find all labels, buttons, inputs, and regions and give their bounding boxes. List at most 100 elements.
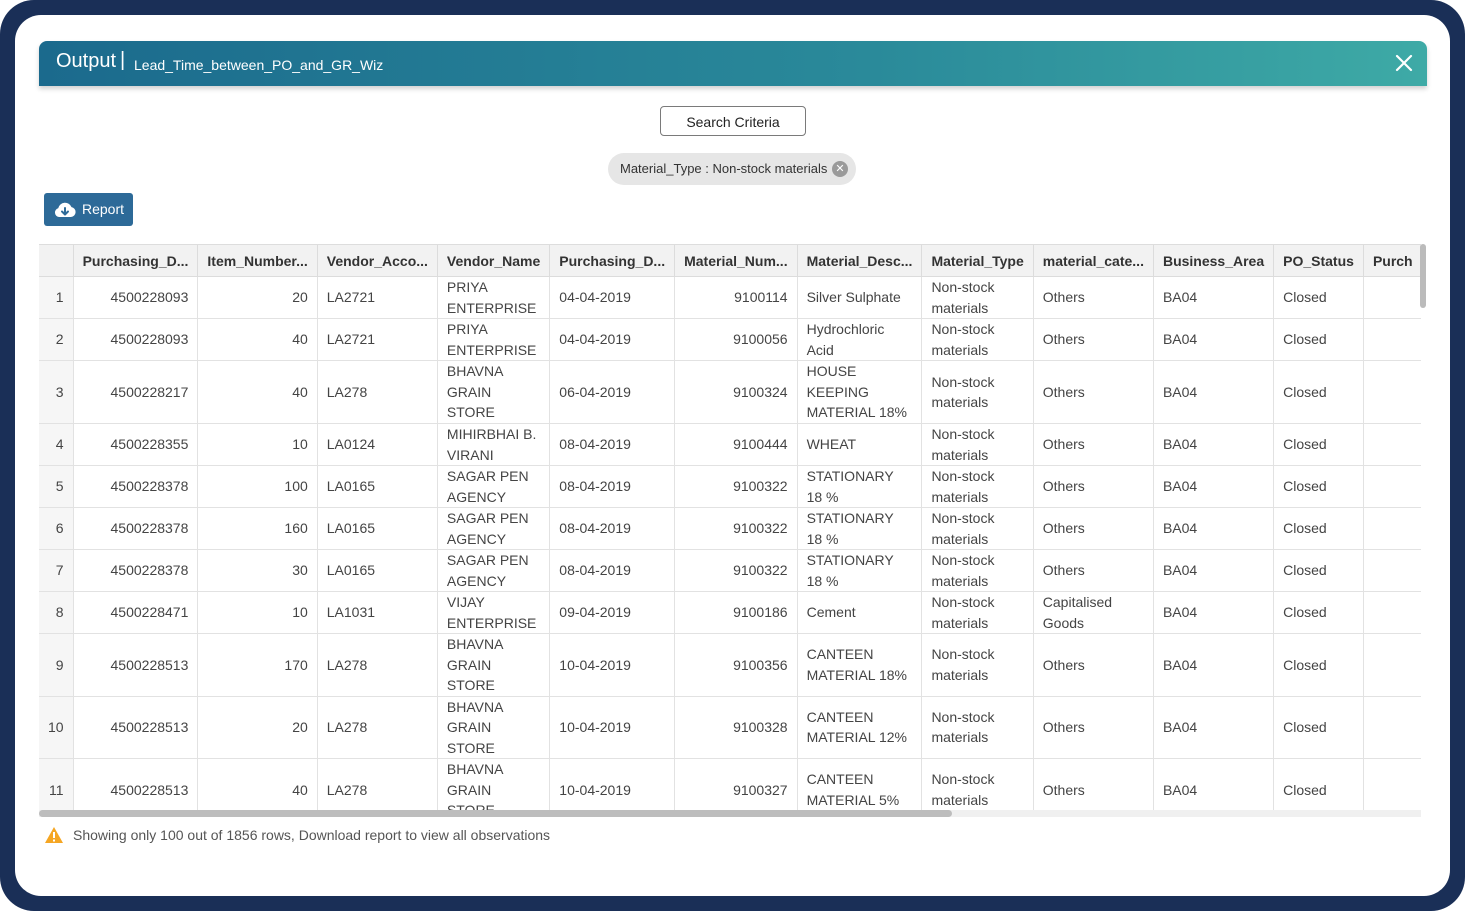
table-cell: Others [1033,465,1154,508]
results-table: Purchasing_D... Item_Number... Vendor_Acco… [39,245,1421,811]
table-row[interactable]: 3 4500228217 40 LA278 BHAVNA GRAIN STORE 06-0… [39,360,1421,424]
table-cell: Non-stock materials [921,758,1034,811]
table-cell: 10-04-2019 [549,633,676,697]
table-cell: 9100114 [674,276,798,319]
table-cell: LA0165 [317,465,438,508]
close-icon[interactable] [1391,49,1417,77]
column-header[interactable]: Purchasing_D... [73,245,199,277]
table-cell: Closed [1273,465,1364,508]
table-cell: 9100056 [674,318,798,361]
table-cell: BA04 [1153,549,1275,592]
table-row[interactable]: 11 4500228513 40 LA278 BHAVNA GRAIN STORE 10-… [39,758,1421,811]
row-index-cell: 2 [39,318,74,361]
table-cell: Non-stock materials [921,507,1034,550]
table-cell: Closed [1273,633,1364,697]
table-row[interactable]: 1 4500228093 20 LA2721 PRIYA ENTERPRISE 04-04… [39,276,1421,319]
table-header-row: Purchasing_D... Item_Number... Vendor_Acco… [39,245,1421,277]
table-row[interactable]: 6 4500228378 160 LA0165 SAGAR PEN AGENCY 08-0… [39,507,1421,550]
table-cell: Closed [1273,591,1364,634]
table-cell: 4500228378 [73,465,199,508]
dialog-subtitle: Lead_Time_between_PO_and_GR_Wiz [134,57,384,73]
table-cell: 4500228471 [73,591,199,634]
table-cell: Closed [1273,276,1364,319]
footer-message: Showing only 100 out of 1856 rows, Downl… [73,827,551,843]
table-cell [1363,465,1421,508]
column-header[interactable]: material_cate... [1033,245,1154,277]
table-cell: STATIONARY 18 % [797,507,923,550]
column-header[interactable]: Material_Num... [674,245,798,277]
table-cell: Others [1033,318,1154,361]
table-cell: 9100322 [674,465,798,508]
column-header[interactable]: Vendor_Name [437,245,551,277]
table-cell: SAGAR PEN AGENCY [437,465,551,508]
table-cell: BA04 [1153,465,1275,508]
table-cell: 9100324 [674,360,798,424]
table-cell: LA278 [317,633,438,697]
remove-filter-icon[interactable]: ✕ [832,161,848,177]
cloud-download-icon [53,199,77,232]
table-cell: STATIONARY 18 % [797,549,923,592]
table-cell: CANTEEN MATERIAL 18% [797,633,923,697]
table-row[interactable]: 2 4500228093 40 LA2721 PRIYA ENTERPRISE 04-04… [39,318,1421,361]
horizontal-scrollbar[interactable] [39,810,952,817]
row-index-cell: 9 [39,633,74,697]
table-cell: BA04 [1153,507,1275,550]
table-cell [1363,360,1421,424]
table-cell: SAGAR PEN AGENCY [437,507,551,550]
column-header[interactable]: Purch [1363,245,1421,277]
dialog-header: Output | Lead_Time_between_PO_and_GR_Wiz [39,41,1427,86]
report-download-button[interactable]: Report [44,193,133,226]
table-cell: Others [1033,276,1154,319]
column-header[interactable]: Purchasing_D... [549,245,676,277]
table-cell: Capitalised Goods [1033,591,1154,634]
table-cell: 4500228378 [73,507,199,550]
table-cell: Non-stock materials [921,318,1034,361]
table-cell: BA04 [1153,360,1275,424]
column-header[interactable]: Item_Number... [197,245,318,277]
table-cell: 30 [197,549,318,592]
table-cell: 4500228378 [73,549,199,592]
table-cell: 4500228513 [73,696,199,759]
search-criteria-button[interactable]: Search Criteria [660,106,806,136]
table-cell: 08-04-2019 [549,423,676,466]
table-cell: 9100322 [674,549,798,592]
table-row[interactable]: 10 4500228513 20 LA278 BHAVNA GRAIN STORE 10-… [39,696,1421,759]
table-cell: 100 [197,465,318,508]
table-cell: Others [1033,758,1154,811]
table-cell: Closed [1273,423,1364,466]
vertical-scrollbar[interactable] [1420,244,1426,308]
table-row[interactable]: 9 4500228513 170 LA278 BHAVNA GRAIN STORE 10-… [39,633,1421,697]
column-header[interactable]: Business_Area [1153,245,1275,277]
table-cell: 170 [197,633,318,697]
table-cell: 10 [197,423,318,466]
table-cell: Closed [1273,758,1364,811]
table-cell: STATIONARY 18 % [797,465,923,508]
column-header[interactable]: Vendor_Acco... [317,245,438,277]
column-header[interactable]: Material_Type [921,245,1034,277]
table-cell: Non-stock materials [921,633,1034,697]
table-row[interactable]: 4 4500228355 10 LA0124 MIHIRBHAI B. VIRANI 08… [39,423,1421,466]
table-cell: LA0165 [317,507,438,550]
table-cell: MIHIRBHAI B. VIRANI [437,423,551,466]
table-cell: Others [1033,423,1154,466]
table-cell: BA04 [1153,591,1275,634]
table-cell: 4500228093 [73,276,199,319]
table-cell: BA04 [1153,758,1275,811]
table-cell: 4500228093 [73,318,199,361]
table-row[interactable]: 8 4500228471 10 LA1031 VIJAY ENTERPRISE 09-04… [39,591,1421,634]
column-header[interactable]: Material_Desc... [797,245,923,277]
row-index-cell: 10 [39,696,74,759]
column-header[interactable]: PO_Status [1273,245,1364,277]
table-cell: 04-04-2019 [549,318,676,361]
table-cell: 160 [197,507,318,550]
table-row[interactable]: 7 4500228378 30 LA0165 SAGAR PEN AGENCY 08-04… [39,549,1421,592]
table-cell: Cement [797,591,923,634]
table-cell: BHAVNA GRAIN STORE [437,360,551,424]
table-cell: Non-stock materials [921,696,1034,759]
table-cell: 04-04-2019 [549,276,676,319]
table-row[interactable]: 5 4500228378 100 LA0165 SAGAR PEN AGENCY 08-0… [39,465,1421,508]
table-cell: 09-04-2019 [549,591,676,634]
dialog-title: Output [56,50,117,72]
table-cell: 9100322 [674,507,798,550]
output-dialog: Output | Lead_Time_between_PO_and_GR_Wiz… [15,15,1450,896]
